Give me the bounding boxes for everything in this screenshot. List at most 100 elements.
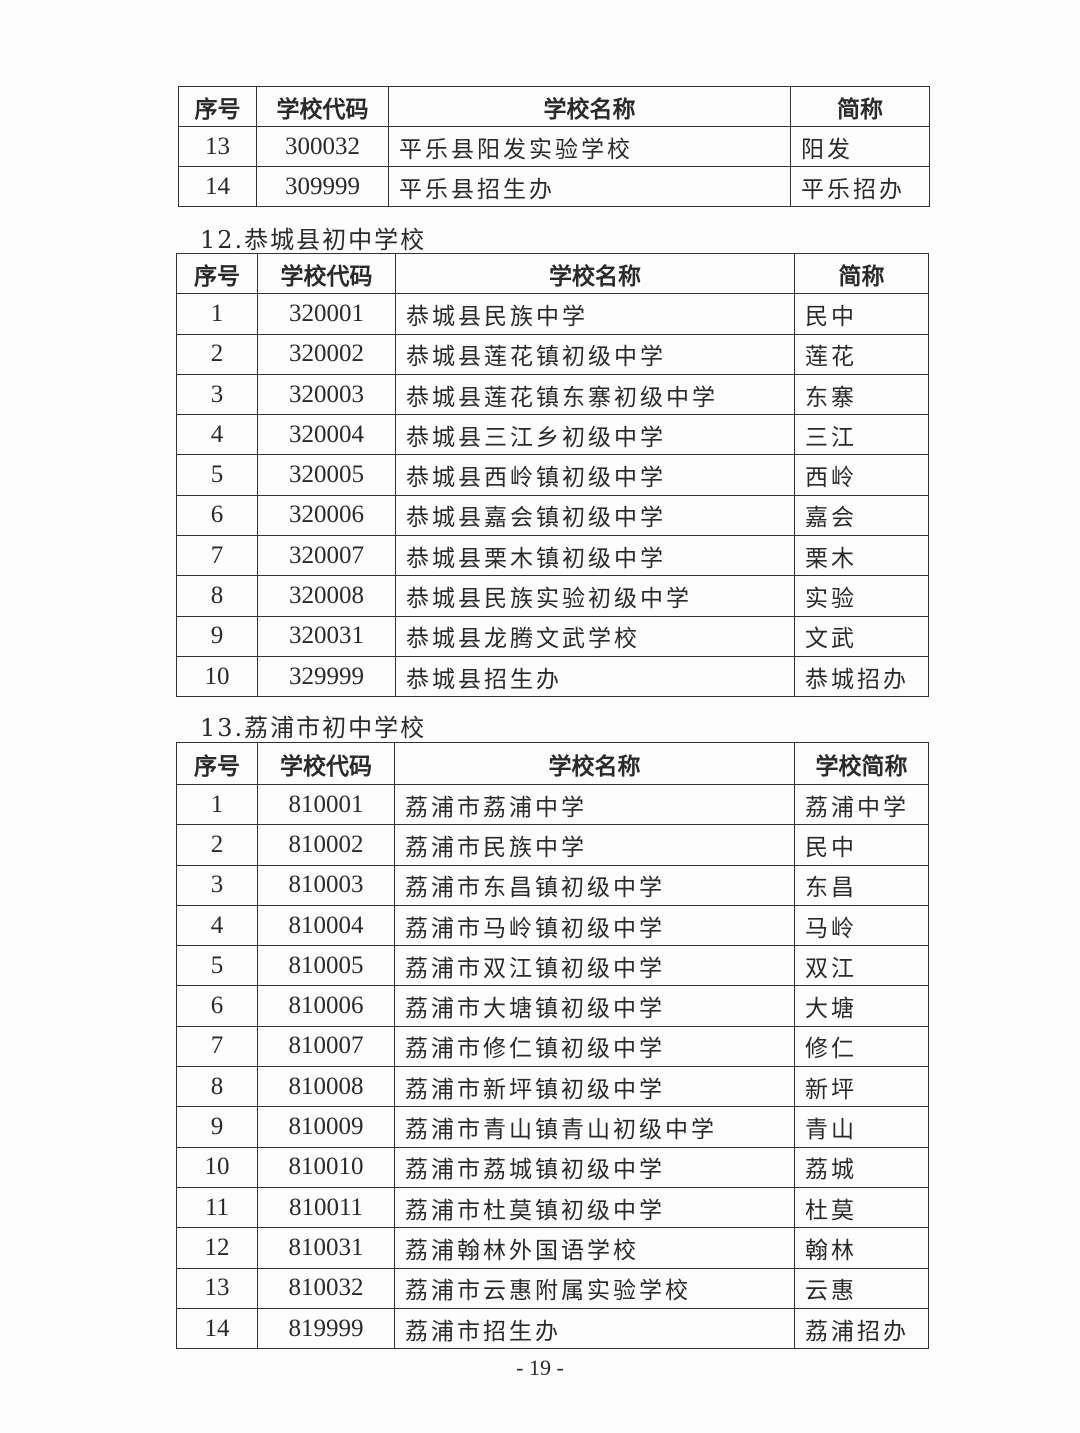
cell-school-code: 810001 (257, 783, 395, 826)
table-row: 6 810006 荔浦市大塘镇初级中学 大塘 (176, 985, 929, 1027)
cell-index: 6 (176, 985, 258, 1027)
cell-school-name: 恭城县嘉会镇初级中学 (395, 494, 795, 537)
table-row: 4 810004 荔浦市马岭镇初级中学 马岭 (176, 904, 929, 947)
table-row: 7 320007 恭城县栗木镇初级中学 栗木 (176, 535, 929, 577)
cell-short-name: 荔浦中学 (794, 783, 929, 826)
table-row: 11 810011 荔浦市杜莫镇初级中学 杜莫 (176, 1186, 929, 1229)
table-row: 7 810007 荔浦市修仁镇初级中学 修仁 (176, 1025, 929, 1068)
cell-short-name: 大塘 (794, 985, 929, 1027)
cell-index: 8 (176, 575, 258, 617)
cell-short-name: 杜莫 (794, 1186, 929, 1229)
cell-index: 5 (176, 945, 258, 987)
cell-school-name: 荔浦市新坪镇初级中学 (394, 1066, 795, 1108)
table-row: 3 320003 恭城县莲花镇东寨初级中学 东寨 (176, 373, 929, 416)
cell-short-name: 实验 (794, 575, 929, 617)
cell-short-name: 恭城招办 (794, 655, 929, 698)
header-school-code: 学校代码 (257, 252, 396, 295)
cell-school-name: 恭城县栗木镇初级中学 (395, 535, 795, 577)
page-number: - 19 - (516, 1355, 564, 1380)
cell-short-name: 文武 (794, 615, 929, 657)
table-row: 12 810031 荔浦翰林外国语学校 翰林 (176, 1227, 929, 1269)
cell-school-code: 810032 (257, 1267, 395, 1309)
cell-index: 4 (176, 904, 258, 947)
cell-school-name: 荔浦翰林外国语学校 (394, 1227, 795, 1269)
table-row: 1 810001 荔浦市荔浦中学 荔浦中学 (176, 783, 929, 826)
table-row: 9 320031 恭城县龙腾文武学校 文武 (176, 615, 929, 657)
table-row: 14 309999 平乐县招生办 平乐招办 (178, 166, 930, 207)
cell-index: 2 (176, 333, 258, 375)
cell-school-code: 810005 (257, 945, 395, 987)
cell-school-code: 810007 (257, 1025, 395, 1068)
cell-school-name: 恭城县莲花镇东寨初级中学 (395, 373, 795, 416)
cell-school-name: 恭城县龙腾文武学校 (395, 615, 795, 657)
table-row: 9 810009 荔浦市青山镇青山初级中学 青山 (176, 1106, 929, 1148)
cell-short-name: 民中 (794, 824, 929, 866)
cell-school-code: 320031 (257, 615, 396, 657)
cell-school-code: 320008 (257, 575, 396, 617)
cell-short-name: 修仁 (794, 1025, 929, 1068)
table-header-row: 序号 学校代码 学校名称 简称 (178, 86, 930, 127)
cell-index: 10 (176, 655, 258, 698)
header-school-code: 学校代码 (257, 742, 395, 785)
header-short-name: 简称 (790, 86, 930, 127)
cell-short-name: 翰林 (794, 1227, 929, 1269)
cell-school-name: 恭城县西岭镇初级中学 (395, 454, 795, 496)
cell-short-name: 荔城 (794, 1146, 929, 1188)
header-short-name: 简称 (794, 252, 929, 295)
cell-school-name: 恭城县三江乡初级中学 (395, 414, 795, 456)
cell-index: 7 (176, 1025, 258, 1068)
table-header-row: 序号 学校代码 学校名称 学校简称 (176, 742, 929, 785)
cell-school-name: 荔浦市杜莫镇初级中学 (394, 1186, 795, 1229)
cell-school-name: 荔浦市双江镇初级中学 (394, 945, 795, 987)
cell-short-name: 双江 (794, 945, 929, 987)
cell-short-name: 平乐招办 (790, 166, 930, 207)
cell-school-code: 320003 (257, 373, 396, 416)
cell-school-code: 810009 (257, 1106, 395, 1148)
cell-short-name: 青山 (794, 1106, 929, 1148)
cell-school-name: 荔浦市马岭镇初级中学 (394, 904, 795, 947)
cell-school-code: 810008 (257, 1066, 395, 1108)
cell-index: 13 (176, 1267, 258, 1309)
pingle-schools-table-continued: 序号 学校代码 学校名称 简称 13 300032 平乐县阳发实验学校 阳发 14 309999 平… (178, 86, 930, 207)
table-row: 13 300032 平乐县阳发实验学校 阳发 (178, 126, 930, 167)
cell-school-name: 荔浦市东昌镇初级中学 (394, 864, 795, 906)
cell-index: 7 (176, 535, 258, 577)
cell-short-name: 栗木 (794, 535, 929, 577)
cell-school-code: 320002 (257, 333, 396, 375)
table-row: 8 810008 荔浦市新坪镇初级中学 新坪 (176, 1066, 929, 1108)
cell-school-name: 恭城县莲花镇初级中学 (395, 333, 795, 375)
cell-school-code: 300032 (256, 126, 389, 167)
cell-school-code: 320004 (257, 414, 396, 456)
section-heading-lipu: 13.荔浦市初中学校 (200, 714, 427, 742)
cell-short-name: 新坪 (794, 1066, 929, 1108)
cell-school-name: 平乐县招生办 (388, 166, 791, 207)
cell-school-code: 810011 (257, 1186, 395, 1229)
cell-school-code: 320006 (257, 494, 396, 537)
table-row: 5 320005 恭城县西岭镇初级中学 西岭 (176, 454, 929, 496)
cell-index: 2 (176, 824, 258, 866)
cell-short-name: 马岭 (794, 904, 929, 947)
cell-index: 6 (176, 494, 258, 537)
cell-school-name: 恭城县民族中学 (395, 293, 795, 335)
table-row: 1 320001 恭城县民族中学 民中 (176, 293, 929, 335)
cell-short-name: 阳发 (790, 126, 930, 167)
table-row: 4 320004 恭城县三江乡初级中学 三江 (176, 414, 929, 456)
cell-index: 8 (176, 1066, 258, 1108)
table-row: 14 819999 荔浦市招生办 荔浦招办 (176, 1307, 929, 1350)
cell-index: 11 (176, 1186, 258, 1229)
table-row: 2 320002 恭城县莲花镇初级中学 莲花 (176, 333, 929, 375)
cell-school-code: 810003 (257, 864, 395, 906)
cell-school-code: 329999 (257, 655, 396, 698)
cell-school-name: 荔浦市民族中学 (394, 824, 795, 866)
cell-short-name: 西岭 (794, 454, 929, 496)
cell-index: 13 (178, 126, 257, 167)
cell-index: 5 (176, 454, 258, 496)
cell-short-name: 三江 (794, 414, 929, 456)
header-school-name: 学校名称 (388, 86, 791, 127)
cell-short-name: 荔浦招办 (794, 1307, 929, 1350)
cell-school-name: 恭城县招生办 (395, 655, 795, 698)
cell-school-code: 810006 (257, 985, 395, 1027)
cell-index: 9 (176, 1106, 258, 1148)
cell-school-name: 平乐县阳发实验学校 (388, 126, 791, 167)
table-row: 6 320006 恭城县嘉会镇初级中学 嘉会 (176, 494, 929, 537)
